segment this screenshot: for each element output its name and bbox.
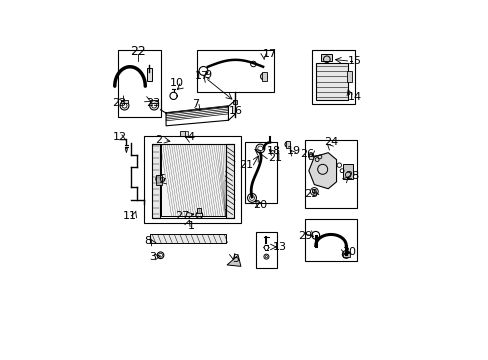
Polygon shape	[226, 255, 241, 266]
Text: 15: 15	[347, 56, 361, 66]
Text: 2: 2	[155, 135, 163, 145]
Bar	[150, 234, 226, 243]
Text: 16: 16	[228, 106, 242, 116]
Text: 12: 12	[113, 132, 127, 143]
Polygon shape	[308, 153, 336, 189]
Text: 11: 11	[123, 211, 137, 221]
Text: 17: 17	[262, 49, 276, 59]
Text: 7: 7	[191, 99, 198, 109]
Bar	[308, 154, 313, 158]
Text: 19: 19	[286, 146, 300, 156]
Text: 26: 26	[300, 149, 314, 159]
Text: 1: 1	[187, 221, 194, 231]
Text: 4: 4	[187, 132, 194, 143]
Text: 3: 3	[149, 252, 156, 262]
Bar	[184, 131, 188, 136]
Bar	[285, 141, 289, 148]
Bar	[261, 72, 266, 81]
Text: 22: 22	[130, 45, 146, 58]
Text: 5: 5	[231, 255, 238, 264]
Text: 30: 30	[342, 247, 356, 257]
Text: 20: 20	[253, 201, 267, 210]
Polygon shape	[125, 149, 127, 153]
Text: 10: 10	[170, 78, 184, 89]
Bar	[346, 71, 351, 82]
Bar	[152, 144, 160, 218]
Text: 17: 17	[195, 72, 209, 81]
Bar	[150, 100, 158, 103]
Text: 25: 25	[304, 189, 318, 199]
Bar	[160, 144, 225, 216]
Bar	[321, 54, 332, 61]
Text: 6: 6	[158, 174, 164, 184]
Bar	[143, 136, 241, 223]
Text: 23: 23	[146, 98, 160, 108]
Text: 23: 23	[112, 98, 126, 108]
Bar	[315, 63, 347, 100]
Text: 13: 13	[273, 242, 286, 252]
Text: 29: 29	[298, 231, 312, 241]
Text: 18: 18	[266, 146, 281, 156]
Bar	[311, 50, 354, 104]
Bar	[197, 208, 201, 213]
Bar	[117, 50, 160, 117]
Bar	[244, 141, 276, 203]
Text: 21: 21	[238, 160, 252, 170]
Bar	[180, 131, 184, 139]
Bar	[343, 164, 352, 179]
Text: 21: 21	[267, 153, 282, 163]
Bar	[342, 253, 349, 257]
Bar	[146, 68, 151, 81]
Bar	[226, 144, 233, 218]
Text: 8: 8	[144, 237, 151, 246]
Bar	[304, 219, 357, 261]
Bar	[304, 140, 357, 208]
Bar	[196, 50, 274, 92]
Text: 27: 27	[175, 211, 189, 221]
Text: 14: 14	[347, 92, 361, 102]
Text: 24: 24	[323, 136, 337, 147]
Bar	[121, 100, 128, 103]
Bar	[233, 100, 237, 104]
Text: 9: 9	[203, 70, 211, 80]
Text: 28: 28	[344, 171, 358, 181]
Bar	[156, 175, 162, 185]
Bar	[256, 232, 276, 268]
